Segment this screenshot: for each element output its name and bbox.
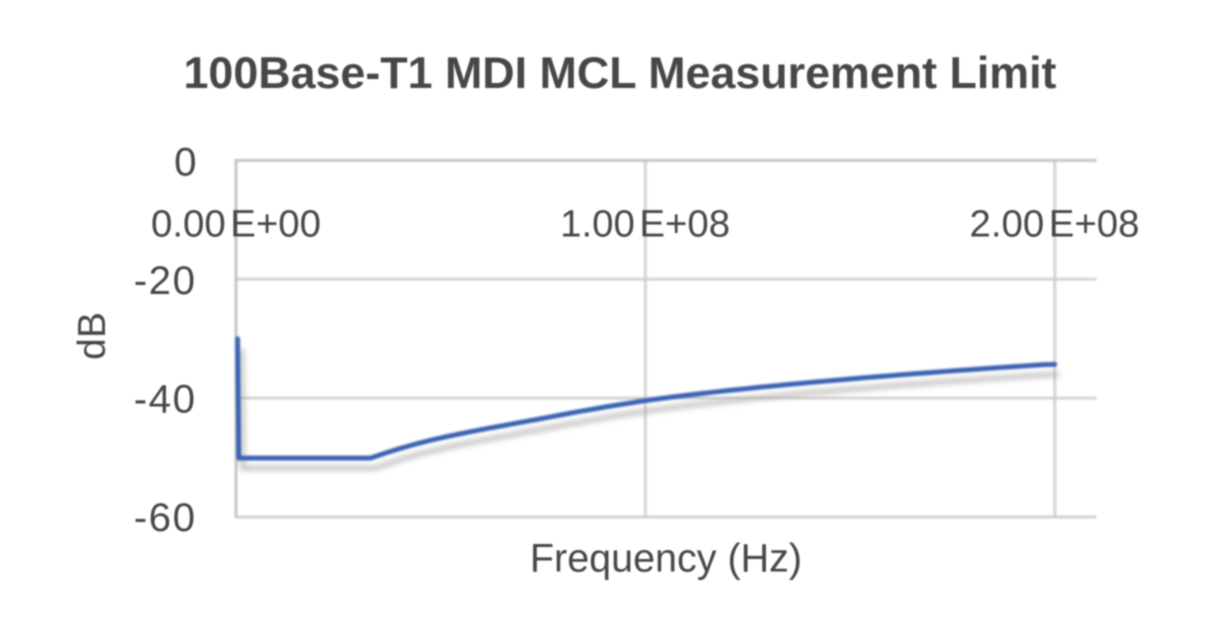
svg-text:dB: dB (71, 312, 114, 360)
svg-text:-40: -40 (134, 376, 197, 421)
svg-text:-20: -20 (134, 258, 197, 303)
svg-text:2.00E+08: 2.00 E+08 (970, 203, 1140, 246)
svg-text:0.00E+00: 0.00 E+00 (151, 203, 321, 246)
svg-text:0: 0 (174, 140, 196, 185)
svg-text:-60: -60 (134, 495, 197, 540)
svg-text:Frequency (Hz): Frequency (Hz) (530, 537, 802, 581)
svg-text:1.00E+08: 1.00 E+08 (560, 203, 730, 246)
svg-text:100Base-T1 MDI MCL Measurement: 100Base-T1 MDI MCL Measurement Limit (184, 48, 1057, 98)
